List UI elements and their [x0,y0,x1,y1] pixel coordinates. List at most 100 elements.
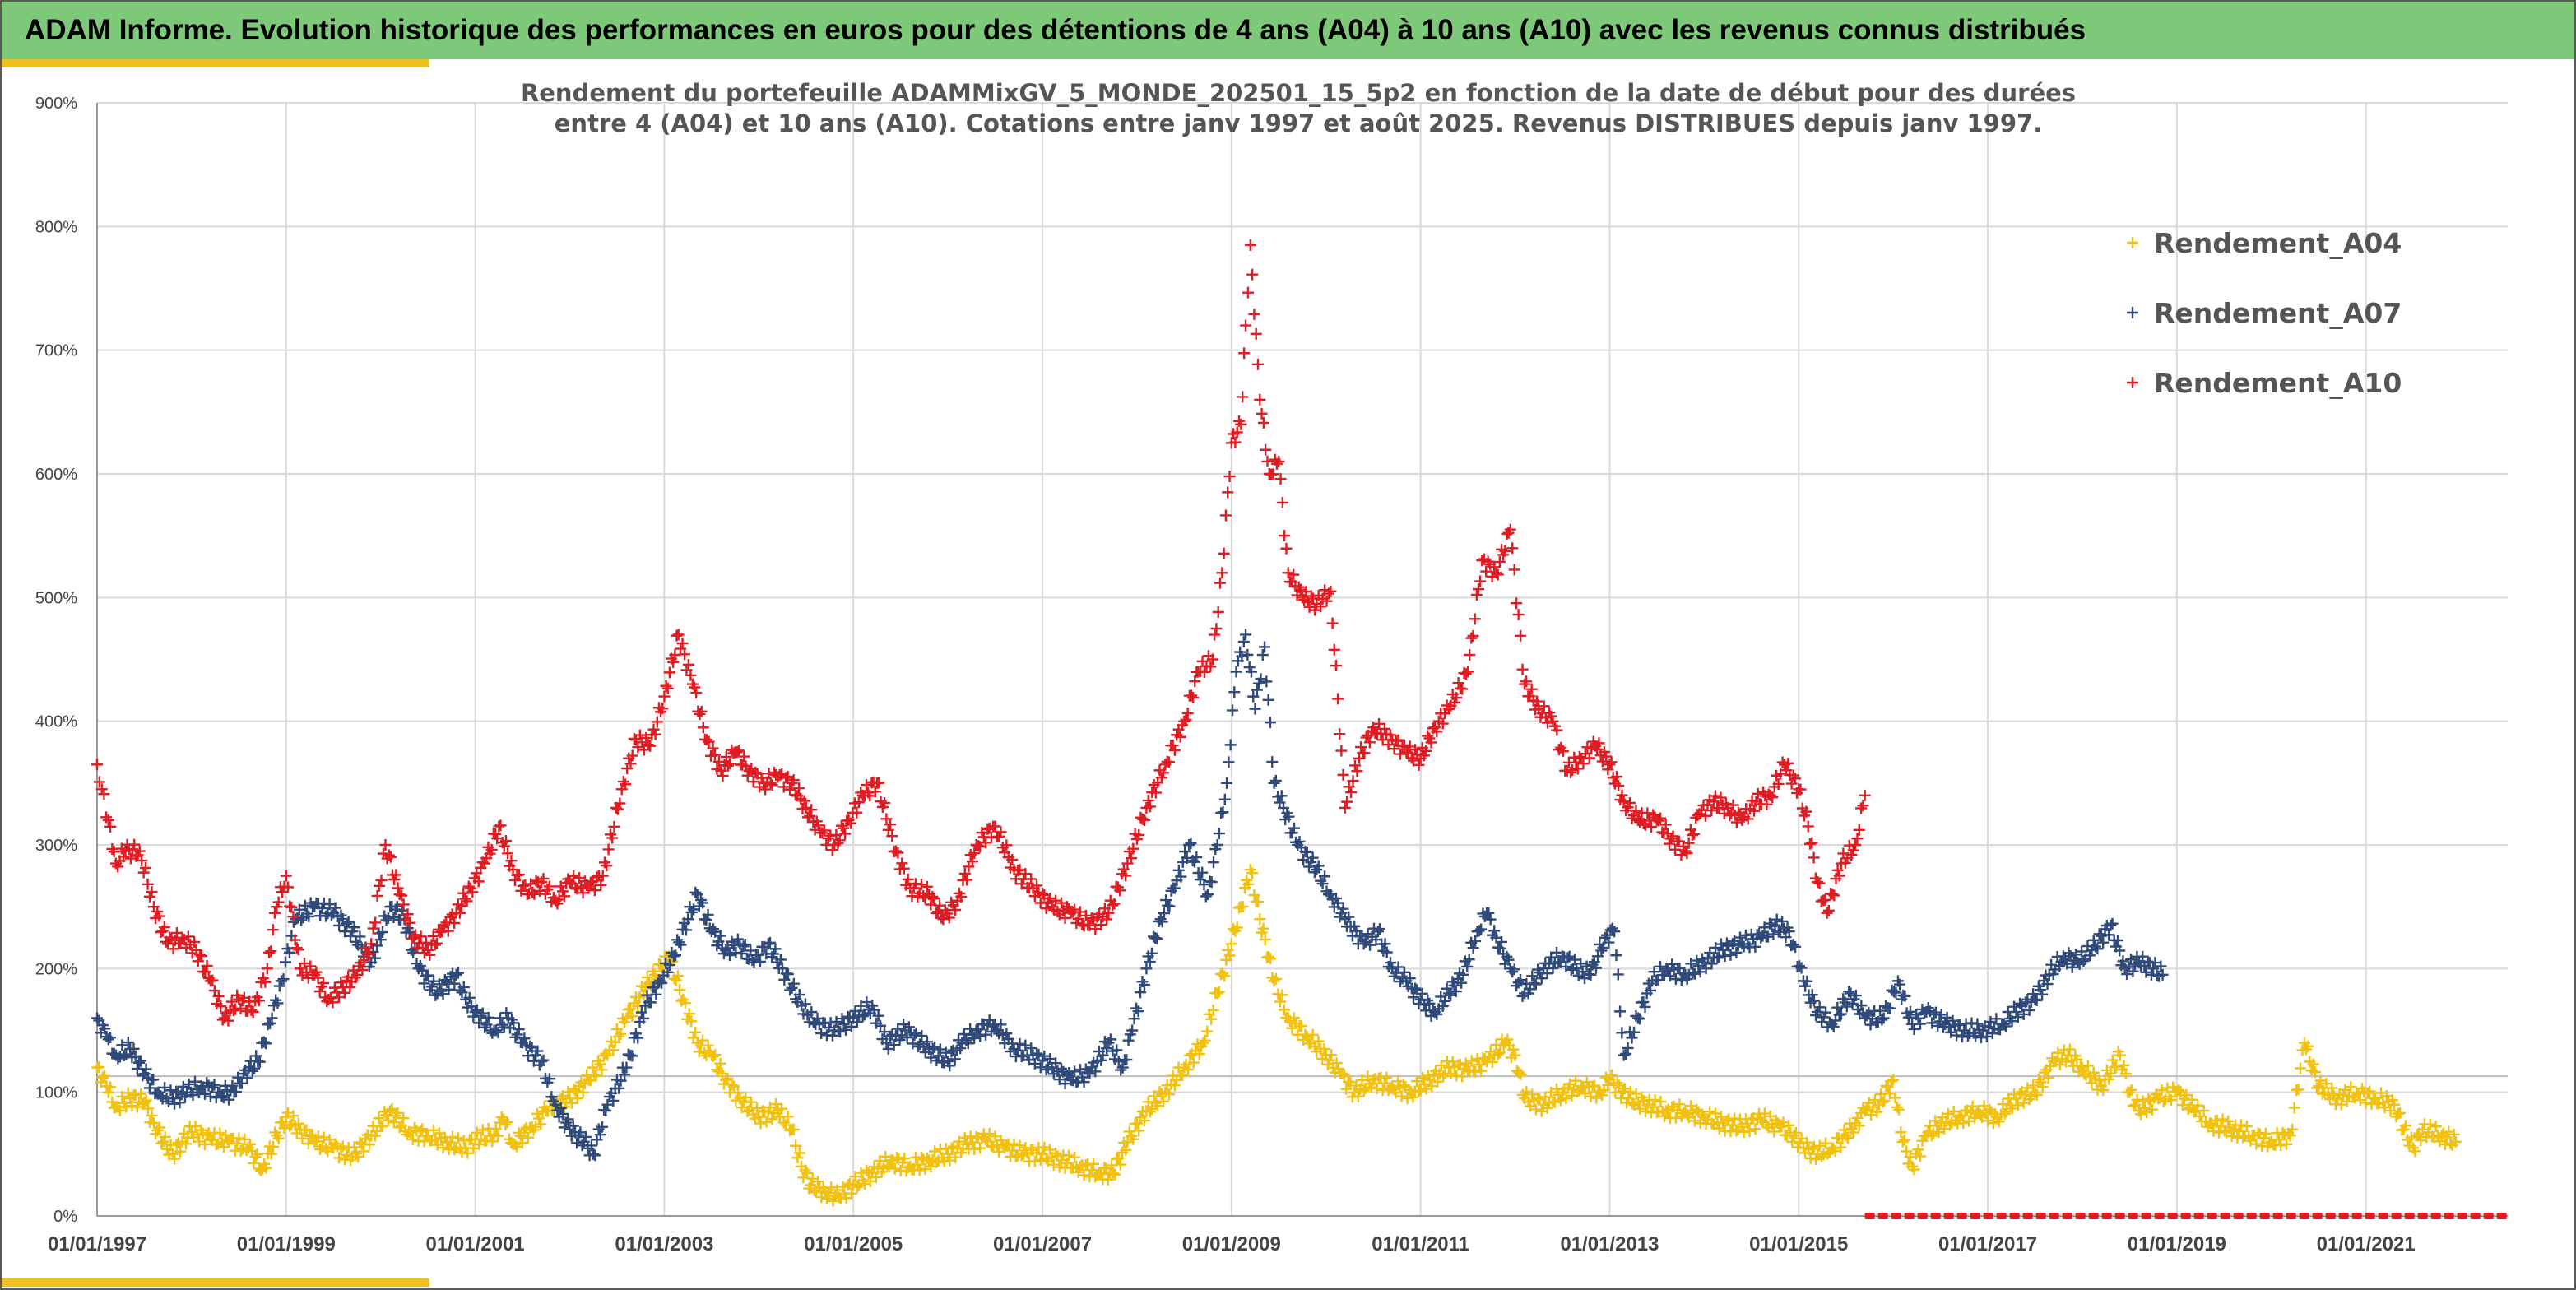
series-point-rendement_a04 [529,1121,541,1133]
series-point-rendement_a10 [931,906,944,918]
series-point-rendement_a04 [2302,1040,2314,1052]
series-point-rendement_a10 [1413,759,1425,771]
series-point-rendement_a10 [564,876,576,889]
series-point-rendement_a10 [1804,838,1817,850]
series-point-rendement_a04 [1130,1117,1143,1130]
series-point-rendement_a04 [1028,1155,1041,1167]
series-point-rendement_a04 [1205,1013,1218,1025]
series-point-rendement_a10 [695,705,708,717]
series-point-rendement_a07 [246,1065,258,1077]
series-point-rendement_a10 [1847,844,1859,856]
series-point-rendement_a07 [2140,966,2152,978]
series-point-rendement_a07 [1154,913,1167,926]
series-point-rendement_a07 [2114,944,2126,957]
series-point-rendement_a07 [207,1081,219,1093]
series-point-rendement_a10 [410,929,422,941]
series-point-rendement_a07 [1845,987,1857,1000]
series-point-rendement_a10 [1273,455,1285,467]
series-point-rendement_a07 [985,1026,997,1038]
series-point-rendement_a10 [1656,826,1669,838]
series-point-rendement_a04 [2131,1093,2143,1106]
series-point-rendement_a07 [578,1135,590,1148]
x-tick-label: 01/01/2003 [615,1233,713,1255]
series-point-rendement_a04 [1914,1150,1926,1162]
series-point-rendement_a10 [1826,888,1839,900]
series-point-rendement_a07 [1627,1026,1640,1038]
series-point-rendement_a07 [836,1013,848,1025]
series-point-rendement_a04 [1301,1031,1313,1043]
series-point-rendement_a10 [780,772,792,784]
series-point-rendement_a04 [142,1102,155,1115]
series-point-rendement_a07 [1644,984,1656,996]
series-point-rendement_a07 [868,1004,880,1016]
series-point-rendement_a07 [165,1084,177,1097]
series-point-rendement_a04 [1494,1046,1506,1059]
series-point-rendement_a07 [189,1075,202,1088]
series-point-rendement_a07 [1019,1039,1032,1051]
series-point-rendement_a04 [373,1112,385,1125]
x-tick-label: 01/01/2019 [2128,1233,2226,1255]
series-point-rendement_a10 [798,795,810,807]
series-point-rendement_a10 [1102,907,1115,919]
series-point-rendement_a04 [825,1181,838,1194]
series-point-rendement_a10 [943,912,955,924]
series-point-rendement_a10 [304,960,317,972]
series-point-rendement_a07 [452,967,464,979]
series-point-rendement_a04 [2292,1084,2304,1096]
series-point-rendement_a10 [543,880,555,893]
series-point-rendement_a07 [2036,988,2049,1000]
series-point-rendement_a10 [1181,707,1194,719]
series-point-rendement_a10 [1545,710,1557,722]
series-point-rendement_a04 [1841,1131,1854,1144]
series-point-rendement_a04 [1895,1126,1907,1139]
series-point-rendement_a10 [1665,833,1678,845]
series-point-rendement_a04 [861,1164,873,1176]
series-point-rendement_a04 [620,1012,633,1024]
series-point-rendement_a10 [1850,839,1862,851]
series-point-rendement_a04 [1649,1094,1661,1107]
series-point-rendement_a04 [363,1139,375,1151]
series-point-rendement_a07 [388,911,400,923]
series-point-rendement_a04 [2394,1107,2407,1119]
series-point-rendement_a10 [601,860,613,872]
series-point-rendement_a04 [1149,1097,1162,1109]
series-point-rendement_a07 [556,1107,569,1120]
series-point-rendement_a07 [1230,666,1242,678]
series-point-rendement_a07 [1332,897,1344,909]
series-point-rendement_a04 [129,1088,142,1101]
series-point-rendement_a10 [91,759,103,771]
series-point-rendement_a10 [1126,852,1138,865]
series-point-rendement_a04 [1912,1144,1924,1156]
series-point-rendement_a07 [1863,1006,1875,1019]
series-point-rendement_a10 [606,832,619,844]
series-point-rendement_a10 [272,896,285,908]
series-point-rendement_a04 [806,1172,819,1185]
series-point-rendement_a04 [1806,1143,1818,1155]
series-point-rendement_a04 [709,1049,722,1061]
series-point-rendement_a07 [968,1032,981,1044]
series-point-rendement_a04 [388,1116,400,1129]
series-point-rendement_a07 [450,968,462,981]
series-point-rendement_a07 [1484,913,1497,926]
series-point-rendement_a07 [1724,949,1737,961]
series-point-rendement_a04 [1898,1134,1910,1146]
series-point-rendement_a07 [1101,1042,1113,1055]
series-point-rendement_a10 [657,703,669,715]
series-point-rendement_a07 [99,1023,111,1035]
series-point-rendement_a07 [949,1053,961,1065]
series-point-rendement_a10 [281,881,294,893]
series-point-rendement_a07 [443,983,455,995]
series-point-rendement_a04 [815,1191,828,1204]
series-point-rendement_a04 [745,1096,758,1108]
series-point-rendement_a04 [1056,1154,1067,1167]
series-point-rendement_a04 [1324,1054,1336,1066]
series-point-rendement_a07 [118,1050,130,1062]
series-point-rendement_a07 [316,903,328,915]
series-point-rendement_a07 [2031,994,2043,1006]
series-point-rendement_a04 [1835,1141,1847,1153]
series-point-rendement_a07 [1761,930,1774,943]
series-point-rendement_a07 [524,1040,536,1052]
series-point-rendement_a10 [401,908,414,921]
series-point-rendement_a07 [1356,930,1368,942]
series-point-rendement_a10 [968,847,981,860]
